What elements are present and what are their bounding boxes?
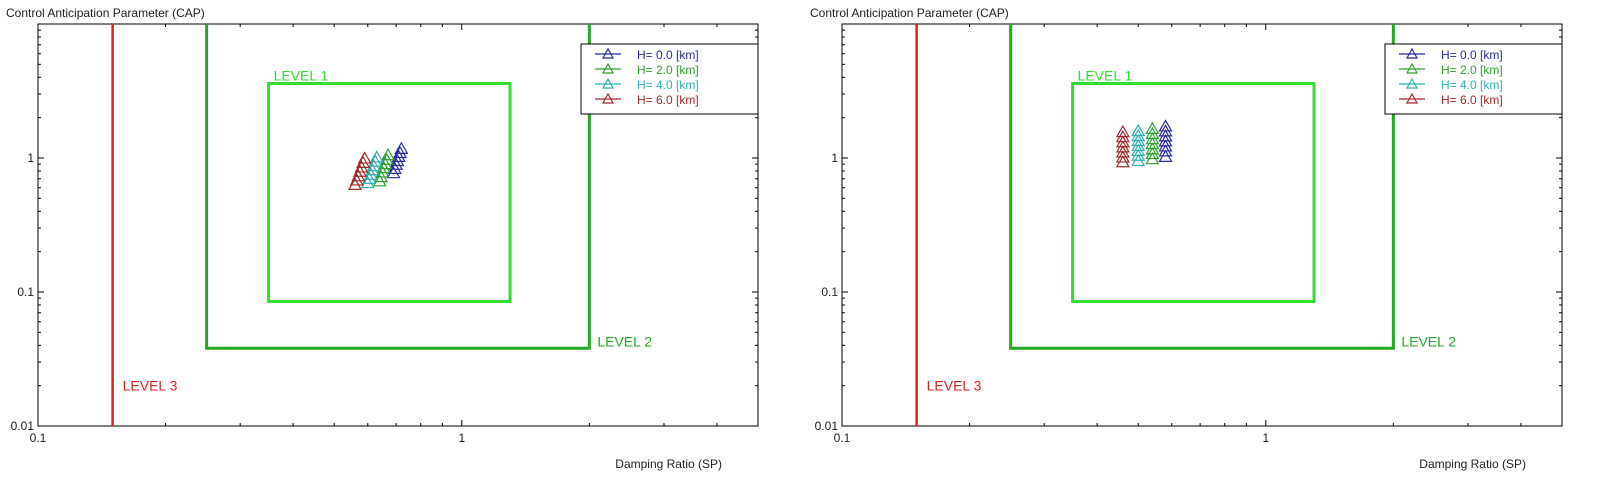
legend-label: H= 4.0 [km] [1441, 78, 1503, 92]
legend-label: H= 6.0 [km] [637, 93, 699, 107]
x-axis-title: Damping Ratio (SP) [615, 457, 722, 471]
level-1-boundary [267, 81, 512, 303]
data-point-triangle [351, 169, 366, 182]
level-3-label: LEVEL 3 [927, 378, 982, 394]
data-point-triangle [357, 151, 372, 164]
series-1-markers [372, 147, 396, 187]
legend-label: H= 0.0 [km] [1441, 48, 1503, 62]
series-0-markers [1158, 119, 1173, 162]
data-point-triangle [360, 175, 375, 189]
data-point-triangle [387, 161, 402, 174]
y-tick-label: 1 [27, 151, 34, 165]
legend-label: H= 2.0 [km] [1441, 63, 1503, 77]
level-2-boundary [205, 24, 591, 350]
legend-box [1384, 43, 1563, 115]
legend: H= 0.0 [km]H= 2.0 [km]H= 4.0 [km]H= 6.0 … [580, 43, 759, 115]
level-3-label: LEVEL 3 [123, 378, 178, 394]
x-tick-label: 0.1 [834, 431, 851, 445]
data-point-triangle [379, 152, 394, 165]
data-point-triangle [356, 155, 371, 168]
data-point-triangle [391, 149, 406, 162]
axis-ticks-group [841, 23, 1563, 427]
legend-marker-triangle [1405, 47, 1419, 59]
data-point-triangle [349, 173, 364, 186]
legend-label: H= 2.0 [km] [637, 63, 699, 77]
data-point-triangle [369, 150, 384, 163]
data-series-group [1115, 119, 1173, 168]
legend-marker-triangle [1405, 77, 1419, 89]
data-point-triangle [352, 164, 367, 177]
series-2-markers [360, 150, 384, 189]
legend-label: H= 6.0 [km] [1441, 93, 1503, 107]
data-point-triangle [1158, 119, 1173, 132]
legend-marker-triangle [1405, 92, 1419, 104]
legend-marker-triangle [601, 62, 615, 74]
legend: H= 0.0 [km]H= 2.0 [km]H= 4.0 [km]H= 6.0 … [1384, 43, 1563, 115]
series-0-markers [386, 141, 409, 179]
data-point-triangle [1145, 121, 1160, 134]
level-2-label: LEVEL 2 [1401, 333, 1456, 349]
y-tick-label: 1 [831, 151, 838, 165]
data-series-group [348, 141, 409, 190]
y-axis-title: Control Anticipation Parameter (CAP) [810, 6, 1009, 20]
x-tick-label: 1 [1262, 431, 1269, 445]
y-tick-label: 0.01 [815, 419, 839, 433]
level-1-boundary [1071, 81, 1316, 303]
y-tick-label: 0.01 [11, 419, 35, 433]
x-tick-label: 0.1 [30, 431, 47, 445]
cap-chart-left: 0.1 1 0.01 0.1 1 Control Anticipation Paramet… [6, 6, 759, 471]
data-point-triangle [372, 174, 387, 187]
x-tick-label: 1 [458, 431, 465, 445]
data-point-triangle [368, 154, 383, 167]
legend-marker-triangle [601, 47, 615, 59]
data-point-triangle [381, 147, 396, 161]
y-tick-label: 0.1 [17, 285, 34, 299]
data-point-triangle [354, 160, 369, 173]
legend-box [580, 43, 759, 115]
series-2-markers [1131, 123, 1146, 167]
data-point-triangle [362, 171, 377, 184]
legend-marker-triangle [601, 77, 615, 89]
level-regions-group: LEVEL 1 LEVEL 2 LEVEL 3 [915, 24, 1456, 426]
data-point-triangle [378, 156, 393, 170]
data-point-triangle [1115, 124, 1130, 138]
data-point-triangle [375, 165, 390, 178]
data-point-triangle [363, 167, 378, 180]
cap-chart-right: 0.1 1 0.01 0.1 1 Control Anticipation Paramet… [804, 0, 1608, 494]
level-regions-group: LEVEL 1 LEVEL 2 LEVEL 3 [111, 24, 652, 426]
data-point-triangle [1131, 123, 1146, 137]
legend-marker-triangle [601, 92, 615, 104]
data-point-triangle [348, 177, 363, 190]
data-point-triangle [366, 158, 381, 172]
data-point-triangle [394, 141, 409, 154]
series-1-markers [1145, 121, 1160, 165]
series-3-markers [348, 151, 372, 190]
legend-label: H= 0.0 [km] [637, 48, 699, 62]
legend-label: H= 4.0 [km] [637, 78, 699, 92]
level-2-label: LEVEL 2 [597, 333, 652, 349]
y-axis-title: Control Anticipation Parameter (CAP) [6, 6, 205, 20]
data-point-triangle [393, 145, 408, 159]
level-1-label: LEVEL 1 [274, 67, 329, 83]
level-2-boundary [1009, 24, 1395, 350]
y-tick-label: 0.1 [821, 285, 838, 299]
axis-ticks-group [37, 23, 759, 427]
level-1-label: LEVEL 1 [1078, 67, 1133, 83]
legend-marker-triangle [1405, 62, 1419, 74]
x-axis-title: Damping Ratio (SP) [1419, 457, 1526, 471]
data-point-triangle [365, 163, 380, 176]
series-3-markers [1115, 124, 1130, 168]
data-point-triangle [376, 160, 391, 174]
